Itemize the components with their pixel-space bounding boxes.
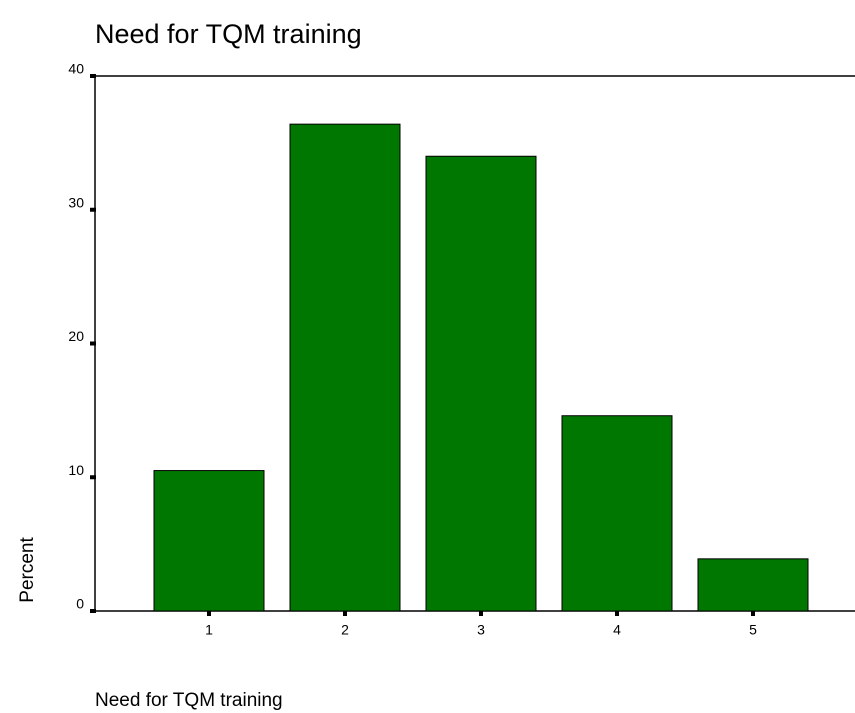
y-tick xyxy=(90,207,96,212)
y-tick-label: 0 xyxy=(76,596,84,612)
x-tick-label: 2 xyxy=(341,622,349,638)
x-tick-label: 5 xyxy=(749,622,757,638)
x-tick xyxy=(343,611,347,616)
x-tick-label: 1 xyxy=(205,622,213,638)
y-tick-label: 30 xyxy=(68,194,84,210)
x-tick xyxy=(479,611,483,616)
y-tick xyxy=(90,341,96,346)
x-tick xyxy=(751,611,755,616)
bar xyxy=(425,155,537,612)
bar xyxy=(289,123,401,612)
x-tick xyxy=(615,611,619,616)
x-tick xyxy=(207,611,211,616)
x-tick-label: 3 xyxy=(477,622,485,638)
y-tick xyxy=(90,609,96,613)
bar xyxy=(697,558,809,612)
x-axis-label: Need for TQM training xyxy=(95,690,283,711)
y-axis-label: Percent xyxy=(17,537,38,603)
y-tick xyxy=(90,475,96,480)
bar xyxy=(561,415,673,612)
x-tick-label: 4 xyxy=(613,622,621,638)
y-tick-label: 20 xyxy=(68,328,84,344)
y-tick-label: 40 xyxy=(68,61,84,77)
chart-title: Need for TQM training xyxy=(95,19,362,49)
y-tick xyxy=(90,74,96,78)
bar xyxy=(153,470,265,612)
y-tick-label: 10 xyxy=(68,462,84,478)
